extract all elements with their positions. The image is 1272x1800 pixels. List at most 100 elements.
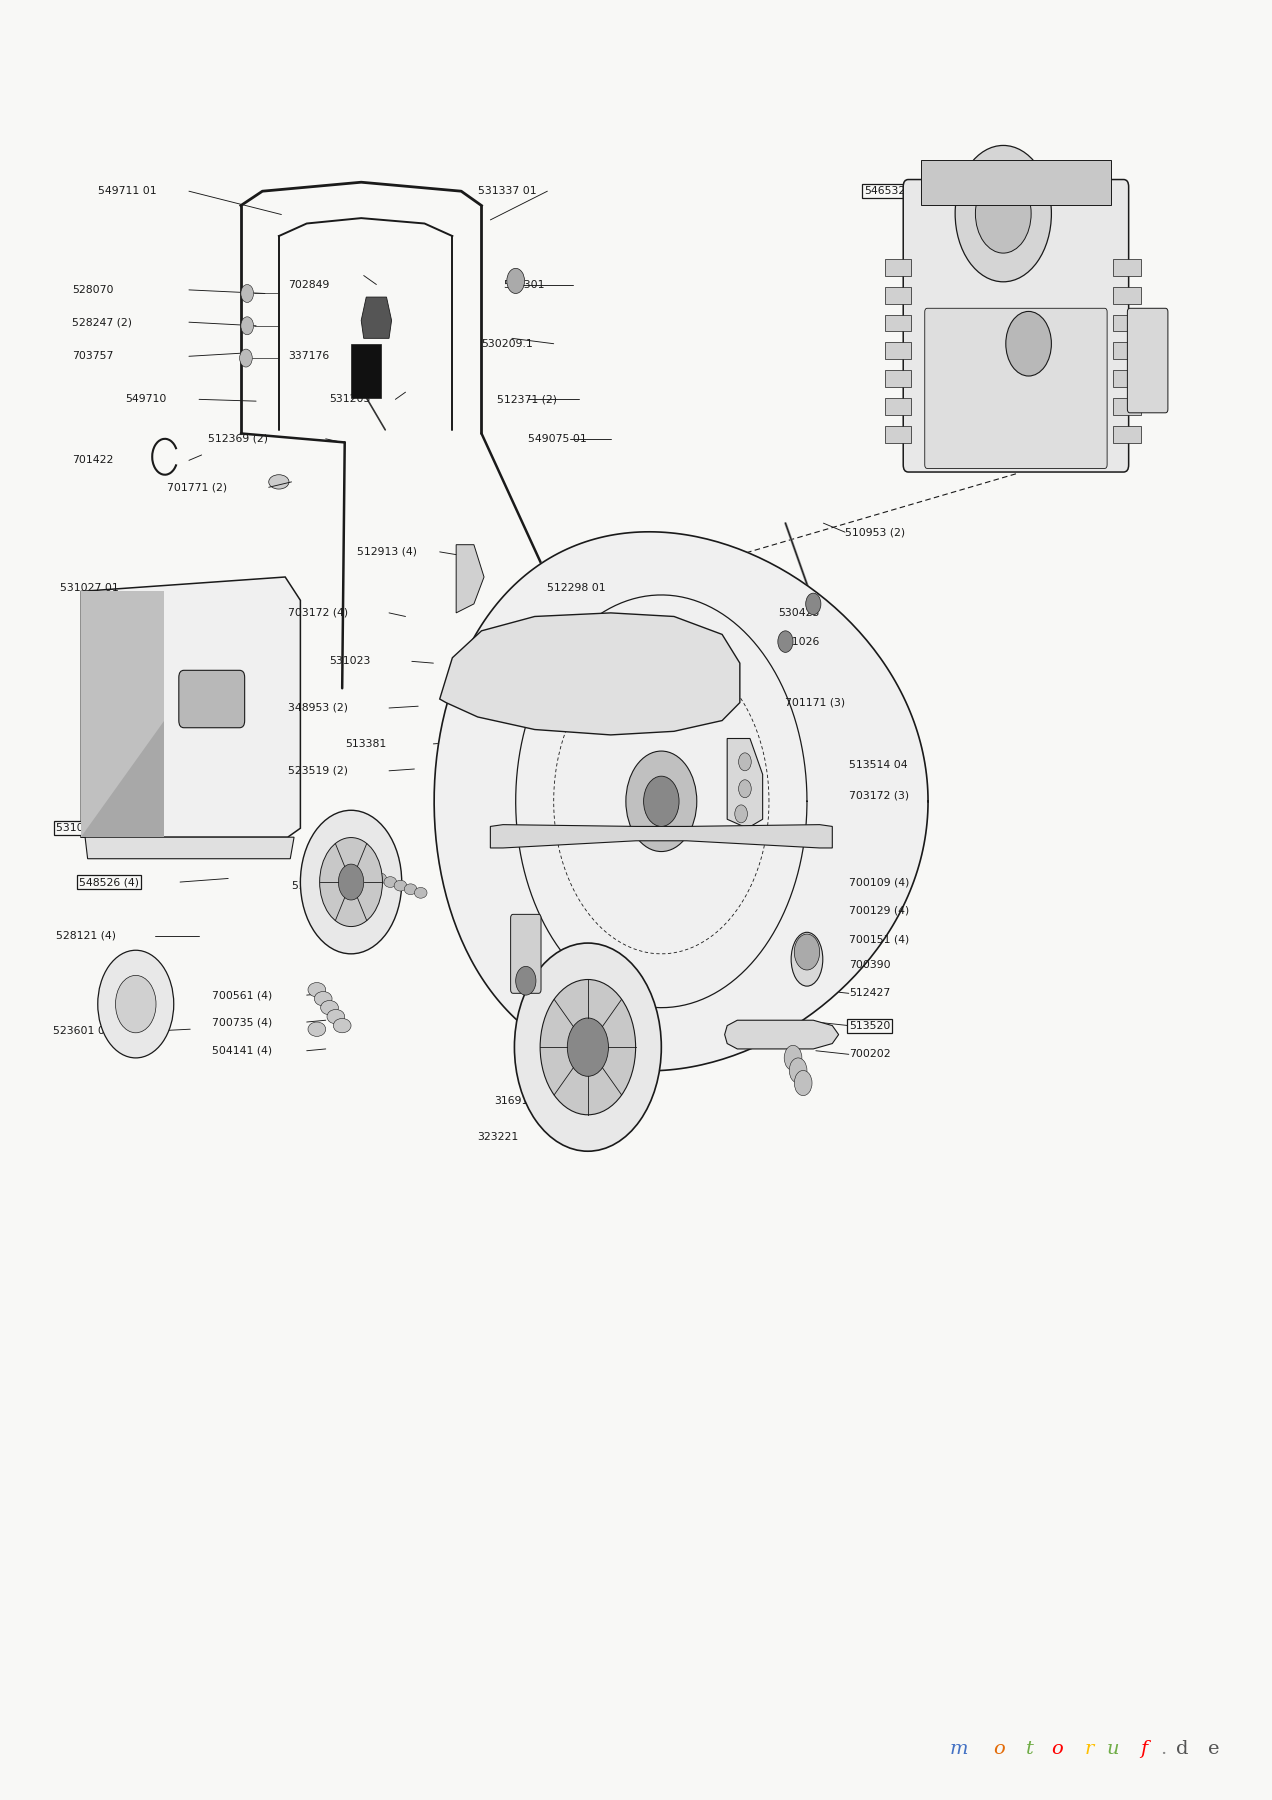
Polygon shape (440, 612, 740, 734)
Text: 702849: 702849 (287, 279, 329, 290)
Text: 531203: 531203 (329, 394, 371, 405)
Ellipse shape (321, 1001, 338, 1015)
Circle shape (805, 594, 820, 614)
Text: 700129 (4): 700129 (4) (848, 905, 909, 916)
Bar (1113, 398, 1141, 414)
Ellipse shape (415, 887, 427, 898)
Text: t: t (1027, 1741, 1034, 1759)
Ellipse shape (374, 873, 387, 884)
Bar (1113, 342, 1141, 360)
Circle shape (778, 630, 792, 652)
Text: 700202: 700202 (848, 1049, 890, 1060)
Text: 531028 01: 531028 01 (56, 823, 114, 833)
Text: 528070: 528070 (73, 284, 114, 295)
Text: 528121 (4): 528121 (4) (56, 931, 116, 941)
Circle shape (789, 1058, 806, 1084)
Text: 337176: 337176 (287, 351, 329, 362)
Ellipse shape (308, 1022, 326, 1037)
Text: 530209.1: 530209.1 (482, 338, 533, 349)
Text: 700151 (4): 700151 (4) (848, 934, 909, 945)
Text: 504141 (4): 504141 (4) (211, 1046, 272, 1057)
Text: e: e (1208, 1741, 1220, 1759)
Polygon shape (491, 824, 832, 848)
Bar (921, 160, 1110, 205)
FancyBboxPatch shape (179, 670, 244, 727)
Circle shape (794, 1071, 812, 1096)
Bar (885, 427, 911, 443)
Text: 513381: 513381 (345, 738, 385, 749)
Ellipse shape (384, 877, 397, 887)
Circle shape (541, 979, 636, 1114)
Text: 701771 (2): 701771 (2) (168, 482, 228, 491)
Bar (885, 259, 911, 275)
Text: 523811 (4): 523811 (4) (291, 880, 351, 891)
Bar (885, 286, 911, 304)
Bar (885, 371, 911, 387)
Text: 531023: 531023 (329, 657, 371, 666)
Text: 348953 (2): 348953 (2) (287, 704, 347, 713)
Circle shape (794, 934, 819, 970)
Text: .: . (1160, 1741, 1166, 1759)
FancyBboxPatch shape (510, 914, 541, 994)
Text: 703172 (4): 703172 (4) (287, 608, 347, 617)
Circle shape (506, 268, 524, 293)
Text: 528247 (2): 528247 (2) (73, 317, 132, 328)
Text: 700109 (4): 700109 (4) (848, 877, 909, 887)
Circle shape (644, 776, 679, 826)
Text: 549710: 549710 (126, 394, 167, 405)
Text: r: r (1084, 1741, 1094, 1759)
Text: 531337 01: 531337 01 (478, 185, 537, 196)
Circle shape (116, 976, 156, 1033)
Polygon shape (434, 531, 929, 1071)
Circle shape (300, 810, 402, 954)
Text: 700735 (4): 700735 (4) (211, 1017, 272, 1028)
Text: 531027 01: 531027 01 (60, 583, 118, 592)
FancyBboxPatch shape (925, 308, 1107, 468)
Text: 512427: 512427 (848, 988, 890, 999)
Circle shape (338, 864, 364, 900)
Circle shape (319, 837, 383, 927)
Text: 510953 (2): 510953 (2) (845, 527, 906, 536)
Text: 523518 (2): 523518 (2) (557, 956, 617, 967)
Text: 323221: 323221 (478, 1132, 519, 1141)
Ellipse shape (268, 475, 289, 490)
Text: 316913: 316913 (494, 1096, 536, 1105)
Bar (885, 398, 911, 414)
Bar (885, 315, 911, 331)
Text: d: d (1175, 1741, 1188, 1759)
Text: 512369 (2): 512369 (2) (207, 434, 268, 445)
Text: f: f (1140, 1741, 1147, 1759)
Polygon shape (457, 545, 485, 612)
FancyBboxPatch shape (1127, 308, 1168, 412)
Text: 548526 (4): 548526 (4) (79, 877, 139, 887)
Circle shape (240, 317, 253, 335)
Text: 701422: 701422 (73, 455, 113, 466)
Text: 549075 01: 549075 01 (528, 434, 588, 445)
Text: 549711 01: 549711 01 (98, 185, 156, 196)
Text: 546532: 546532 (864, 185, 906, 196)
Text: 523601 04 (4): 523601 04 (4) (53, 1026, 131, 1037)
Text: 700390: 700390 (848, 959, 890, 970)
Text: o: o (993, 1741, 1005, 1759)
Text: 513520: 513520 (848, 1021, 890, 1031)
Bar (885, 342, 911, 360)
Circle shape (239, 349, 252, 367)
Bar (1113, 315, 1141, 331)
Circle shape (976, 175, 1032, 254)
Text: m: m (950, 1741, 968, 1759)
Text: 531026: 531026 (778, 637, 819, 646)
Circle shape (567, 1019, 608, 1076)
Circle shape (626, 751, 697, 851)
Text: o: o (1052, 1741, 1063, 1759)
Text: 512298 01: 512298 01 (547, 583, 605, 592)
Bar (1113, 286, 1141, 304)
Ellipse shape (404, 884, 417, 895)
Ellipse shape (394, 880, 407, 891)
Polygon shape (725, 1021, 838, 1049)
Polygon shape (85, 837, 294, 859)
Text: 530301: 530301 (502, 279, 544, 290)
Circle shape (98, 950, 174, 1058)
Text: 703757: 703757 (73, 351, 113, 362)
Circle shape (515, 967, 536, 995)
Text: 523519 (2): 523519 (2) (287, 765, 347, 776)
